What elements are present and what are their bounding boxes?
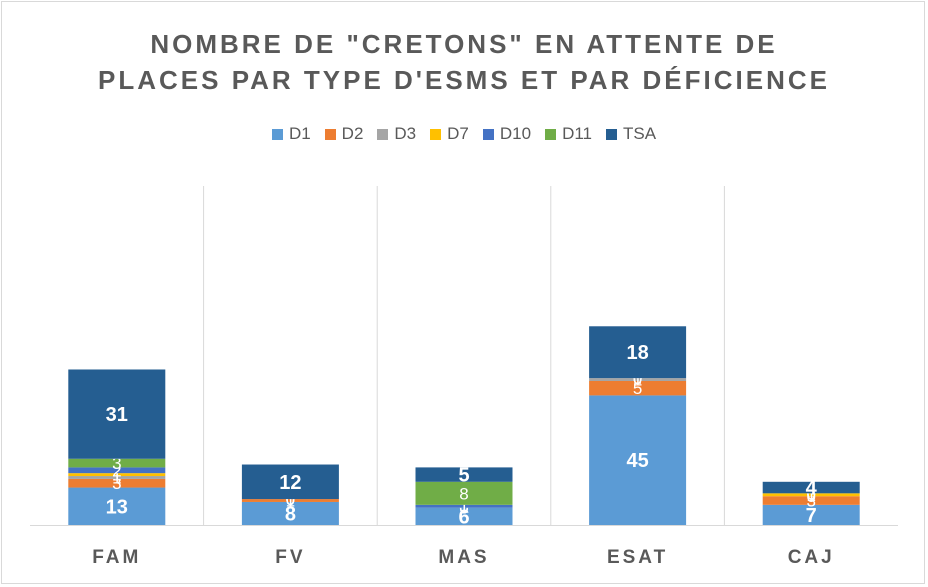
data-label-mas-d10: 1 — [459, 497, 468, 516]
bar-segment-mas-d11 — [415, 481, 513, 505]
bar-segment-esat-d2 — [589, 381, 687, 396]
bar-segment-fam-d2 — [68, 478, 166, 488]
chart-title: NOMBRE DE "CRETONS" EN ATTENTE DE PLACES… — [0, 26, 928, 98]
data-label-mas-d1: 6 — [458, 506, 469, 528]
data-label-esat-d2: 5 — [633, 379, 642, 398]
data-label-mas-d7: 0 — [459, 499, 468, 518]
data-label-esat-d10: 0 — [633, 369, 642, 388]
legend-label-d7: D7 — [447, 124, 469, 143]
legend-label-d1: D1 — [288, 124, 311, 143]
category-label-esat: ESAT — [607, 547, 668, 568]
legend-swatch-d10 — [482, 128, 494, 140]
data-label-caj-d11: 0 — [806, 484, 815, 503]
legend-label-d11: D11 — [562, 124, 592, 143]
data-label-fam-d11: 3 — [112, 454, 121, 473]
legend-item-tsa: TSA — [606, 124, 656, 144]
category-label-fam: FAM — [92, 547, 141, 568]
legend-label-tsa: TSA — [623, 124, 657, 143]
bar-segment-fam-d10 — [68, 467, 166, 474]
legend-item-d1: D1 — [271, 124, 311, 144]
category-label-caj: CAJ — [788, 547, 835, 568]
bar-segment-fam-d3 — [68, 476, 166, 479]
legend-label-d3: D3 — [394, 124, 417, 143]
data-label-fam-d7: 1 — [112, 466, 121, 485]
legend-item-d11: D11 — [545, 124, 592, 144]
data-label-caj-d1: 7 — [806, 505, 817, 527]
legend-label-d2: D2 — [341, 124, 364, 143]
data-label-mas-d2: 0 — [459, 499, 468, 518]
legend-swatch-d11 — [545, 128, 557, 140]
bar-segment-fam-d1 — [68, 487, 166, 525]
legend-swatch-d1 — [271, 128, 283, 140]
legend-label-d10: D10 — [499, 124, 532, 143]
bar-segment-fv-d2 — [241, 499, 339, 502]
bar-segment-mas-d1 — [415, 507, 513, 525]
bar-segment-fam-tsa — [68, 369, 166, 459]
data-label-caj-d10: 0 — [806, 484, 815, 503]
bar-segment-caj-tsa — [762, 481, 860, 494]
bar-segment-fam-d7 — [68, 473, 166, 477]
bar-segment-fam-d11 — [68, 458, 166, 468]
legend-swatch-d3 — [377, 128, 389, 140]
legend-item-d10: D10 — [482, 124, 532, 144]
bar-segment-mas-tsa — [415, 467, 513, 482]
bar-segment-fv-d1 — [241, 501, 339, 525]
data-label-fv-tsa: 12 — [279, 472, 301, 494]
data-label-fv-d2: 1 — [286, 492, 295, 511]
data-label-mas-d11: 8 — [459, 484, 468, 503]
data-label-caj-d3: 0 — [806, 487, 815, 506]
data-label-caj-d7: 1 — [806, 486, 815, 505]
data-label-esat-d11: 0 — [633, 369, 642, 388]
bar-segment-caj-d2 — [762, 496, 860, 505]
bar-segment-esat-d1 — [589, 395, 687, 525]
data-label-esat-d1: 45 — [626, 450, 648, 472]
category-label-mas: MAS — [438, 547, 489, 568]
bar-segment-esat-d3 — [589, 378, 687, 381]
legend-item-d2: D2 — [324, 124, 364, 144]
data-label-mas-d3: 0 — [459, 499, 468, 518]
chart-title-line-2: PLACES PAR TYPE D'ESMS ET PAR DÉFICIENCE — [98, 65, 830, 95]
bar-segment-caj-d7 — [762, 493, 860, 497]
bar-segment-fv-tsa — [241, 464, 339, 500]
data-label-fv-d1: 8 — [285, 503, 296, 525]
data-label-fam-tsa: 31 — [106, 404, 128, 426]
data-label-fam-d10: 2 — [112, 461, 121, 480]
data-label-fam-d1: 13 — [106, 496, 128, 518]
legend-item-d3: D3 — [377, 124, 416, 144]
bar-segment-caj-d1 — [762, 504, 860, 525]
legend-swatch-tsa — [606, 128, 617, 140]
data-label-esat-tsa: 18 — [626, 342, 648, 364]
legend-swatch-d2 — [324, 128, 336, 140]
chart-legend: D1 D2 D3 D7 D10 D11 TSA — [0, 124, 928, 144]
data-label-fam-d3: 1 — [112, 468, 121, 487]
bar-segment-mas-d10 — [415, 504, 513, 508]
data-label-fam-d2: 3 — [112, 474, 121, 493]
data-label-fv-d3: 0 — [286, 490, 295, 509]
data-label-esat-d3: 1 — [633, 371, 642, 390]
chart-title-line-1: NOMBRE DE "CRETONS" EN ATTENTE DE — [150, 29, 778, 59]
data-label-mas-tsa: 5 — [458, 465, 469, 487]
data-label-fv-d11: 0 — [286, 490, 295, 509]
data-label-fv-d7: 0 — [286, 490, 295, 509]
category-label-fv: FV — [275, 547, 305, 568]
data-label-fv-d10: 0 — [286, 490, 295, 509]
bar-segment-esat-tsa — [589, 326, 687, 379]
legend-swatch-d7 — [430, 128, 442, 140]
legend-item-d7: D7 — [430, 124, 469, 144]
data-label-esat-d7: 0 — [633, 369, 642, 388]
data-label-caj-d2: 3 — [806, 492, 815, 511]
data-label-caj-tsa: 4 — [806, 478, 818, 500]
